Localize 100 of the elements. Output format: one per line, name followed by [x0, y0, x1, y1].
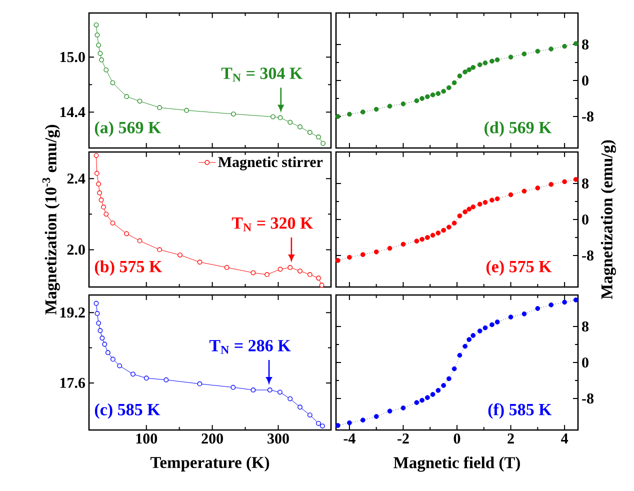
- point: [124, 231, 130, 236]
- x-axis-title: Magnetic field (T): [394, 456, 520, 472]
- point: [117, 363, 122, 368]
- point: [307, 412, 312, 418]
- point: [335, 114, 340, 119]
- point: [96, 182, 102, 186]
- point: [307, 272, 312, 278]
- point: [462, 69, 468, 74]
- point: [230, 384, 236, 390]
- point: [562, 300, 567, 305]
- point: [452, 80, 457, 86]
- point: [387, 104, 392, 109]
- point: [424, 94, 430, 100]
- point: [522, 188, 527, 194]
- point: [250, 270, 256, 276]
- x-tick-label: 300: [268, 434, 289, 444]
- point: [178, 252, 182, 258]
- point: [470, 333, 476, 338]
- point: [462, 209, 468, 214]
- y-tick-label: 19.2: [60, 308, 85, 318]
- point: [446, 376, 452, 382]
- point: [430, 392, 436, 397]
- point: [157, 105, 162, 110]
- point: [94, 32, 100, 38]
- y-axis-title: Magnetization (10$^{-3}$ emu/g): [42, 124, 60, 315]
- point: [466, 206, 472, 212]
- point: [452, 220, 457, 226]
- point: [298, 268, 302, 274]
- point: [441, 228, 446, 233]
- point: [360, 252, 366, 258]
- point: [562, 179, 567, 184]
- point: [420, 96, 424, 101]
- point: [470, 64, 476, 70]
- x-tick-label: 4: [561, 434, 568, 444]
- y2-tick-label: 8: [582, 321, 589, 332]
- point: [278, 390, 282, 395]
- point: [94, 300, 99, 306]
- point: [264, 272, 270, 278]
- point: [335, 423, 340, 428]
- point: [548, 46, 554, 52]
- annotation: (d) 569 K: [484, 121, 552, 137]
- point: [430, 232, 436, 238]
- point: [535, 186, 540, 190]
- x-tick-label: 200: [202, 434, 223, 444]
- point: [110, 356, 116, 362]
- point: [100, 336, 105, 341]
- point: [494, 196, 500, 202]
- point: [466, 67, 472, 72]
- point: [360, 418, 366, 423]
- point: [230, 112, 236, 116]
- y2-tick-label: 0: [582, 75, 588, 86]
- point: [441, 383, 446, 388]
- point: [104, 67, 109, 72]
- point: [477, 328, 482, 334]
- point: [535, 306, 540, 311]
- point: [335, 258, 340, 263]
- annotation: (b) 575 K: [94, 260, 162, 276]
- point: [482, 325, 488, 330]
- point: [320, 424, 325, 428]
- y2-axis-title: Magnetization (emu/g): [600, 140, 616, 300]
- point: [424, 235, 430, 240]
- point: [288, 120, 293, 125]
- point: [320, 140, 326, 146]
- y-tick-label: 2.0: [67, 244, 85, 255]
- point: [508, 54, 514, 60]
- point: [494, 57, 500, 62]
- point: [144, 376, 149, 381]
- point: [99, 57, 104, 62]
- point: [462, 344, 468, 349]
- point: [197, 260, 202, 265]
- y-tick-label: 17.6: [60, 378, 86, 388]
- annotation: (e) 575 K: [486, 260, 552, 276]
- y-tick-label: 14.4: [60, 107, 86, 118]
- point: [346, 112, 352, 117]
- point: [436, 91, 441, 96]
- y2-tick-label: 8: [582, 178, 589, 189]
- point: [346, 420, 352, 426]
- x-tick-label: 100: [136, 434, 158, 444]
- point: [400, 406, 406, 410]
- point: [316, 134, 321, 140]
- point: [250, 388, 256, 392]
- point: [374, 249, 379, 254]
- point: [346, 254, 352, 260]
- annotation: T$_{N}$ = 286 K: [209, 340, 291, 354]
- point: [446, 224, 452, 230]
- x-tick-label: 0: [454, 434, 460, 444]
- annotation: (a) 569 K: [94, 121, 162, 137]
- point: [548, 182, 554, 187]
- point: [101, 204, 106, 210]
- point: [457, 213, 462, 218]
- point: [441, 88, 446, 94]
- point: [197, 381, 202, 386]
- point: [110, 80, 116, 86]
- point: [307, 130, 312, 135]
- point: [400, 242, 406, 247]
- point: [508, 192, 514, 198]
- point: [490, 58, 494, 64]
- point: [278, 266, 283, 272]
- point: [288, 265, 293, 270]
- y-tick-label: 2.4: [67, 174, 86, 184]
